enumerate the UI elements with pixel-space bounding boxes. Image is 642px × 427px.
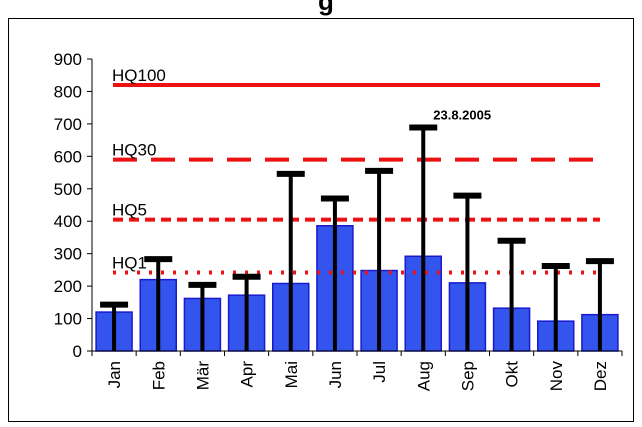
y-tick-label: 500 <box>54 180 82 199</box>
x-tick-label-Mär: Mär <box>193 361 212 391</box>
x-tick-label-Dez: Dez <box>591 361 610 391</box>
ref-line-label-HQ30: HQ30 <box>112 141 156 160</box>
x-tick-label-Apr: Apr <box>238 361 257 388</box>
x-tick-label-Feb: Feb <box>149 361 168 390</box>
title-fragment-mid: g <box>318 0 334 16</box>
x-tick-label-Aug: Aug <box>414 361 433 391</box>
x-tick-label-Jul: Jul <box>370 361 389 383</box>
x-tick-label-Nov: Nov <box>547 361 566 392</box>
y-tick-label: 0 <box>73 342 82 361</box>
y-tick-label: 600 <box>54 147 82 166</box>
x-tick-label-Jun: Jun <box>326 361 345 388</box>
x-tick-label-Sep: Sep <box>458 361 477 391</box>
y-tick-label: 300 <box>54 245 82 264</box>
ref-line-label-HQ5: HQ5 <box>112 201 147 220</box>
y-tick-label: 200 <box>54 277 82 296</box>
y-tick-label: 100 <box>54 310 82 329</box>
y-tick-label: 800 <box>54 82 82 101</box>
x-tick-label-Jan: Jan <box>105 361 124 388</box>
chart-title-fragment: g <box>0 0 642 16</box>
y-tick-label: 900 <box>54 50 82 69</box>
chart-frame <box>8 18 634 422</box>
y-tick-label: 700 <box>54 115 82 134</box>
y-tick-label: 400 <box>54 212 82 231</box>
annotation-label: 23.8.2005 <box>433 107 491 122</box>
ref-line-label-HQ1: HQ1 <box>112 253 147 272</box>
ref-line-label-HQ100: HQ100 <box>112 66 166 85</box>
x-tick-label-Mai: Mai <box>282 361 301 388</box>
x-tick-label-Okt: Okt <box>503 361 522 388</box>
